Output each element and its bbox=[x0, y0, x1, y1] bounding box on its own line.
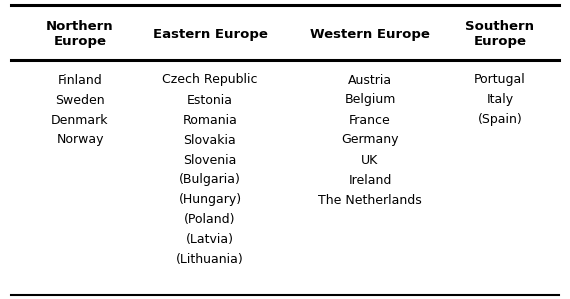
Text: (Latvia): (Latvia) bbox=[186, 234, 234, 246]
Text: Czech Republic: Czech Republic bbox=[162, 74, 258, 86]
Text: (Poland): (Poland) bbox=[184, 213, 236, 227]
Text: Norway: Norway bbox=[56, 133, 104, 147]
Text: UK: UK bbox=[361, 153, 378, 167]
Text: Northern
Europe: Northern Europe bbox=[46, 21, 114, 48]
Text: The Netherlands: The Netherlands bbox=[318, 193, 422, 207]
Text: Denmark: Denmark bbox=[51, 114, 109, 126]
Text: Austria: Austria bbox=[348, 74, 392, 86]
Text: (Bulgaria): (Bulgaria) bbox=[179, 173, 241, 187]
Text: Italy: Italy bbox=[486, 94, 514, 106]
Text: Ireland: Ireland bbox=[348, 173, 392, 187]
Text: Belgium: Belgium bbox=[344, 94, 396, 106]
Text: (Spain): (Spain) bbox=[478, 114, 522, 126]
Text: Slovakia: Slovakia bbox=[184, 133, 237, 147]
Text: Portugal: Portugal bbox=[474, 74, 526, 86]
Text: (Hungary): (Hungary) bbox=[178, 193, 242, 207]
Text: Eastern Europe: Eastern Europe bbox=[153, 28, 267, 41]
Text: Germany: Germany bbox=[341, 133, 399, 147]
Text: Estonia: Estonia bbox=[187, 94, 233, 106]
Text: Finland: Finland bbox=[58, 74, 103, 86]
Text: France: France bbox=[349, 114, 391, 126]
Text: Romania: Romania bbox=[182, 114, 238, 126]
Text: Western Europe: Western Europe bbox=[310, 28, 430, 41]
Text: (Lithuania): (Lithuania) bbox=[176, 254, 244, 266]
Text: Sweden: Sweden bbox=[55, 94, 105, 106]
Text: Slovenia: Slovenia bbox=[184, 153, 237, 167]
Text: Southern
Europe: Southern Europe bbox=[466, 21, 535, 48]
